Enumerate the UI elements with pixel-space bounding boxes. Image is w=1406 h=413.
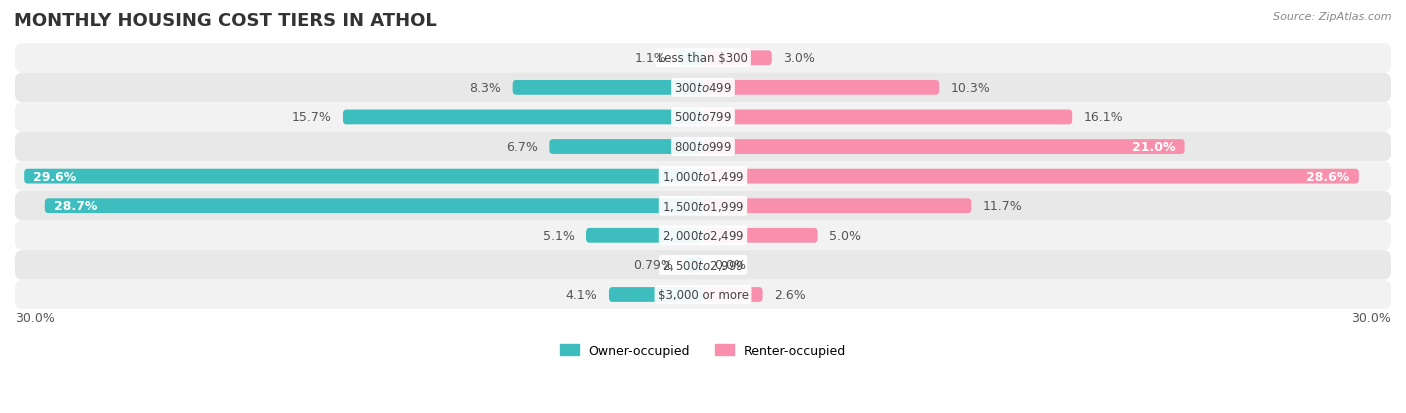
FancyBboxPatch shape <box>678 51 703 66</box>
Text: 21.0%: 21.0% <box>1132 141 1175 154</box>
FancyBboxPatch shape <box>586 228 703 243</box>
Text: 0.0%: 0.0% <box>714 259 747 272</box>
Text: 28.7%: 28.7% <box>53 200 97 213</box>
FancyBboxPatch shape <box>14 74 1392 103</box>
FancyBboxPatch shape <box>703 169 1358 184</box>
Text: 11.7%: 11.7% <box>983 200 1022 213</box>
FancyBboxPatch shape <box>703 81 939 95</box>
FancyBboxPatch shape <box>703 51 772 66</box>
Text: 10.3%: 10.3% <box>950 82 990 95</box>
Text: $800 to $999: $800 to $999 <box>673 141 733 154</box>
Text: Source: ZipAtlas.com: Source: ZipAtlas.com <box>1274 12 1392 22</box>
Text: $3,000 or more: $3,000 or more <box>658 288 748 301</box>
Text: 0.79%: 0.79% <box>634 259 673 272</box>
FancyBboxPatch shape <box>343 110 703 125</box>
Text: 8.3%: 8.3% <box>470 82 501 95</box>
Text: 5.1%: 5.1% <box>543 229 575 242</box>
FancyBboxPatch shape <box>14 162 1392 192</box>
FancyBboxPatch shape <box>703 199 972 214</box>
FancyBboxPatch shape <box>703 140 1185 154</box>
FancyBboxPatch shape <box>609 287 703 302</box>
Text: 29.6%: 29.6% <box>34 170 76 183</box>
FancyBboxPatch shape <box>703 287 762 302</box>
FancyBboxPatch shape <box>14 280 1392 309</box>
FancyBboxPatch shape <box>14 103 1392 133</box>
Text: 2.6%: 2.6% <box>775 288 806 301</box>
Text: $2,500 to $2,999: $2,500 to $2,999 <box>662 258 744 272</box>
FancyBboxPatch shape <box>685 258 703 273</box>
FancyBboxPatch shape <box>14 221 1392 251</box>
Text: 6.7%: 6.7% <box>506 141 538 154</box>
Text: $300 to $499: $300 to $499 <box>673 82 733 95</box>
FancyBboxPatch shape <box>14 251 1392 280</box>
Text: Less than $300: Less than $300 <box>658 52 748 65</box>
FancyBboxPatch shape <box>14 133 1392 162</box>
Text: 30.0%: 30.0% <box>15 311 55 324</box>
Text: 1.1%: 1.1% <box>634 52 666 65</box>
Text: $1,000 to $1,499: $1,000 to $1,499 <box>662 170 744 184</box>
Text: 5.0%: 5.0% <box>830 229 860 242</box>
Text: $2,000 to $2,499: $2,000 to $2,499 <box>662 229 744 243</box>
Legend: Owner-occupied, Renter-occupied: Owner-occupied, Renter-occupied <box>555 339 851 362</box>
FancyBboxPatch shape <box>550 140 703 154</box>
FancyBboxPatch shape <box>45 199 703 214</box>
Text: $1,500 to $1,999: $1,500 to $1,999 <box>662 199 744 213</box>
Text: 16.1%: 16.1% <box>1084 111 1123 124</box>
FancyBboxPatch shape <box>14 44 1392 74</box>
FancyBboxPatch shape <box>703 228 818 243</box>
FancyBboxPatch shape <box>14 192 1392 221</box>
FancyBboxPatch shape <box>703 110 1073 125</box>
Text: 30.0%: 30.0% <box>1351 311 1391 324</box>
Text: $500 to $799: $500 to $799 <box>673 111 733 124</box>
FancyBboxPatch shape <box>24 169 703 184</box>
FancyBboxPatch shape <box>513 81 703 95</box>
Text: MONTHLY HOUSING COST TIERS IN ATHOL: MONTHLY HOUSING COST TIERS IN ATHOL <box>14 12 437 30</box>
Text: 4.1%: 4.1% <box>565 288 598 301</box>
Text: 28.6%: 28.6% <box>1306 170 1350 183</box>
Text: 15.7%: 15.7% <box>291 111 332 124</box>
Text: 3.0%: 3.0% <box>783 52 815 65</box>
